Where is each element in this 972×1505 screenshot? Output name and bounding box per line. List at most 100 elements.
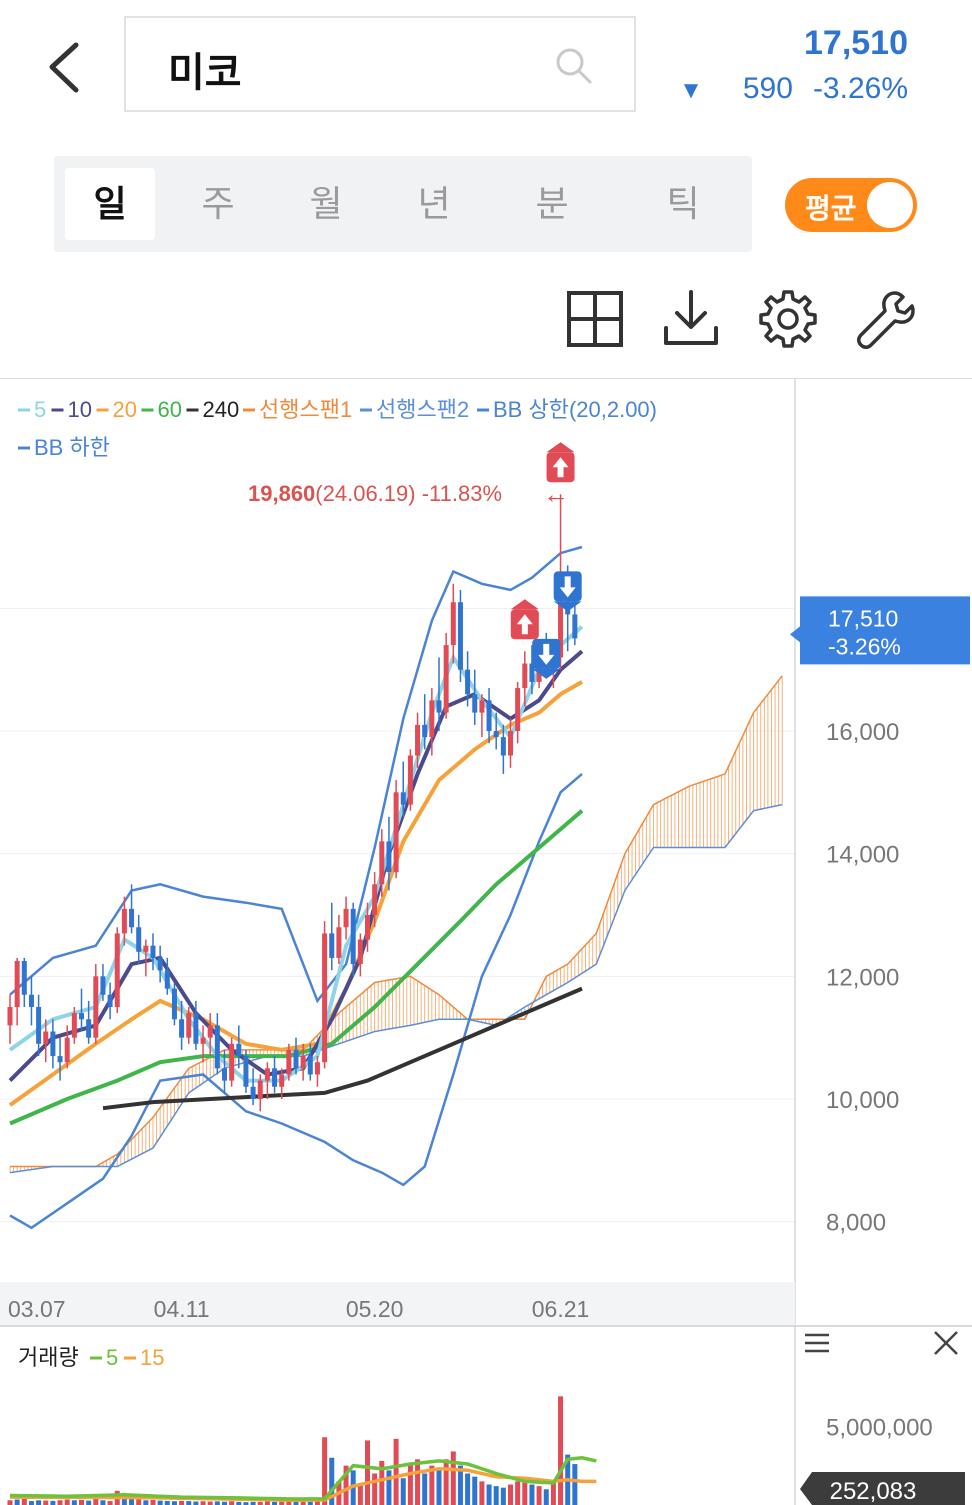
- search-input[interactable]: 미코: [168, 51, 242, 95]
- candle: [207, 1013, 213, 1057]
- candle-body: [400, 792, 406, 805]
- volume-bar: [279, 1501, 285, 1505]
- volume-bar: [558, 1396, 564, 1505]
- volume-bar: [121, 1494, 127, 1505]
- candle-body: [264, 1068, 270, 1081]
- volume-bar: [150, 1499, 156, 1505]
- volume-bar: [465, 1473, 471, 1505]
- menu-icon[interactable]: [805, 1333, 829, 1353]
- candle: [357, 933, 363, 977]
- volume-bar: [508, 1484, 513, 1505]
- volume-bar: [300, 1501, 306, 1505]
- candle-body: [21, 961, 27, 995]
- candle: [243, 1049, 249, 1093]
- tab-year[interactable]: 년: [417, 183, 451, 224]
- span1-line: [10, 675, 783, 1168]
- candle-body: [229, 1043, 235, 1081]
- candle-body: [493, 731, 499, 738]
- candle-body: [558, 602, 564, 658]
- candle-body: [343, 908, 349, 928]
- search-icon[interactable]: [554, 46, 594, 86]
- volume-bar: [7, 1500, 13, 1505]
- average-toggle[interactable]: 평균: [785, 178, 917, 232]
- toolbar-divider: [0, 378, 972, 379]
- candle: [236, 1025, 242, 1069]
- back-arrow-icon[interactable]: [40, 40, 90, 95]
- gear-icon[interactable]: [757, 288, 819, 350]
- candle: [57, 1037, 63, 1081]
- volume-bar: [329, 1457, 335, 1505]
- tab-day[interactable]: 일: [65, 168, 155, 240]
- x-tick-label: 06.21: [532, 1296, 590, 1322]
- candle-body: [43, 1031, 49, 1044]
- price-chart[interactable]: 5 10 20 60 240 선행스팬1 선행스팬2 BB 상한(20,2.00) BB 하한 1…: [0, 379, 972, 1505]
- volume-bar: [486, 1484, 492, 1505]
- y-tick-label: 14,000: [826, 842, 899, 869]
- vma5-line: [9, 1456, 597, 1501]
- volume-bar: [407, 1464, 413, 1505]
- volume-bar: [222, 1501, 227, 1505]
- span2-line: [9, 803, 783, 1174]
- tab-week[interactable]: 주: [201, 183, 235, 224]
- volume-bar: [307, 1501, 313, 1505]
- volume-bar: [264, 1501, 270, 1505]
- candle: [343, 896, 349, 940]
- sell-arrow: [538, 643, 555, 665]
- search-box[interactable]: 미코: [124, 16, 636, 112]
- grid-icon[interactable]: [564, 288, 626, 350]
- candle: [493, 712, 499, 750]
- candle-body: [300, 1056, 306, 1069]
- volume-bar: [286, 1501, 292, 1505]
- candle-body: [243, 1056, 249, 1087]
- candle: [465, 651, 471, 707]
- y-tick-label: 12,000: [826, 964, 899, 991]
- candle: [86, 1000, 92, 1044]
- candle: [157, 945, 163, 983]
- candle-body: [386, 841, 392, 873]
- volume-bar: [529, 1484, 535, 1505]
- candle-body: [429, 700, 435, 738]
- volume-bar: [129, 1498, 135, 1505]
- candle: [50, 1019, 56, 1069]
- volume-bar: [272, 1501, 278, 1505]
- candle-body: [529, 663, 535, 682]
- volume-bar: [379, 1460, 385, 1505]
- ma10-line: [8, 649, 584, 1083]
- candle-body: [500, 737, 506, 756]
- candle-body: [422, 724, 428, 738]
- volume-bar: [515, 1481, 521, 1505]
- volume-bar: [157, 1500, 163, 1505]
- volume-bar: [415, 1459, 421, 1505]
- volume-bar: [143, 1500, 149, 1505]
- download-icon[interactable]: [660, 288, 722, 350]
- candle: [479, 694, 485, 738]
- candle-body: [157, 957, 163, 971]
- tab-minute[interactable]: 분: [535, 183, 569, 224]
- volume-bar: [365, 1440, 370, 1505]
- wrench-icon[interactable]: [855, 288, 917, 350]
- sell-signal-cap: [553, 601, 582, 612]
- buy-arrow: [516, 614, 533, 635]
- legend-label: 60: [158, 397, 182, 422]
- candle: [14, 957, 20, 1026]
- buy-arrow: [552, 457, 569, 478]
- volume-bar: [21, 1498, 27, 1505]
- volume-bar: [322, 1437, 328, 1505]
- close-icon[interactable]: [934, 1331, 958, 1355]
- volume-bar: [293, 1501, 299, 1505]
- candle: [171, 982, 177, 1026]
- candle: [529, 645, 535, 695]
- x-tick-label: 04.11: [154, 1296, 210, 1322]
- y-tick-label: 16,000: [826, 719, 899, 746]
- volume-bar: [436, 1468, 442, 1505]
- tab-tick[interactable]: 틱: [666, 183, 700, 224]
- current-price: 17,510: [804, 24, 908, 62]
- candle: [379, 829, 385, 897]
- candle-body: [329, 933, 335, 958]
- x-axis-band: [0, 1282, 795, 1326]
- candle-body: [286, 1049, 292, 1075]
- candle-body: [129, 908, 135, 928]
- candle: [443, 632, 449, 719]
- tab-month[interactable]: 월: [309, 183, 343, 224]
- current-price-tag-pointer: [790, 626, 800, 643]
